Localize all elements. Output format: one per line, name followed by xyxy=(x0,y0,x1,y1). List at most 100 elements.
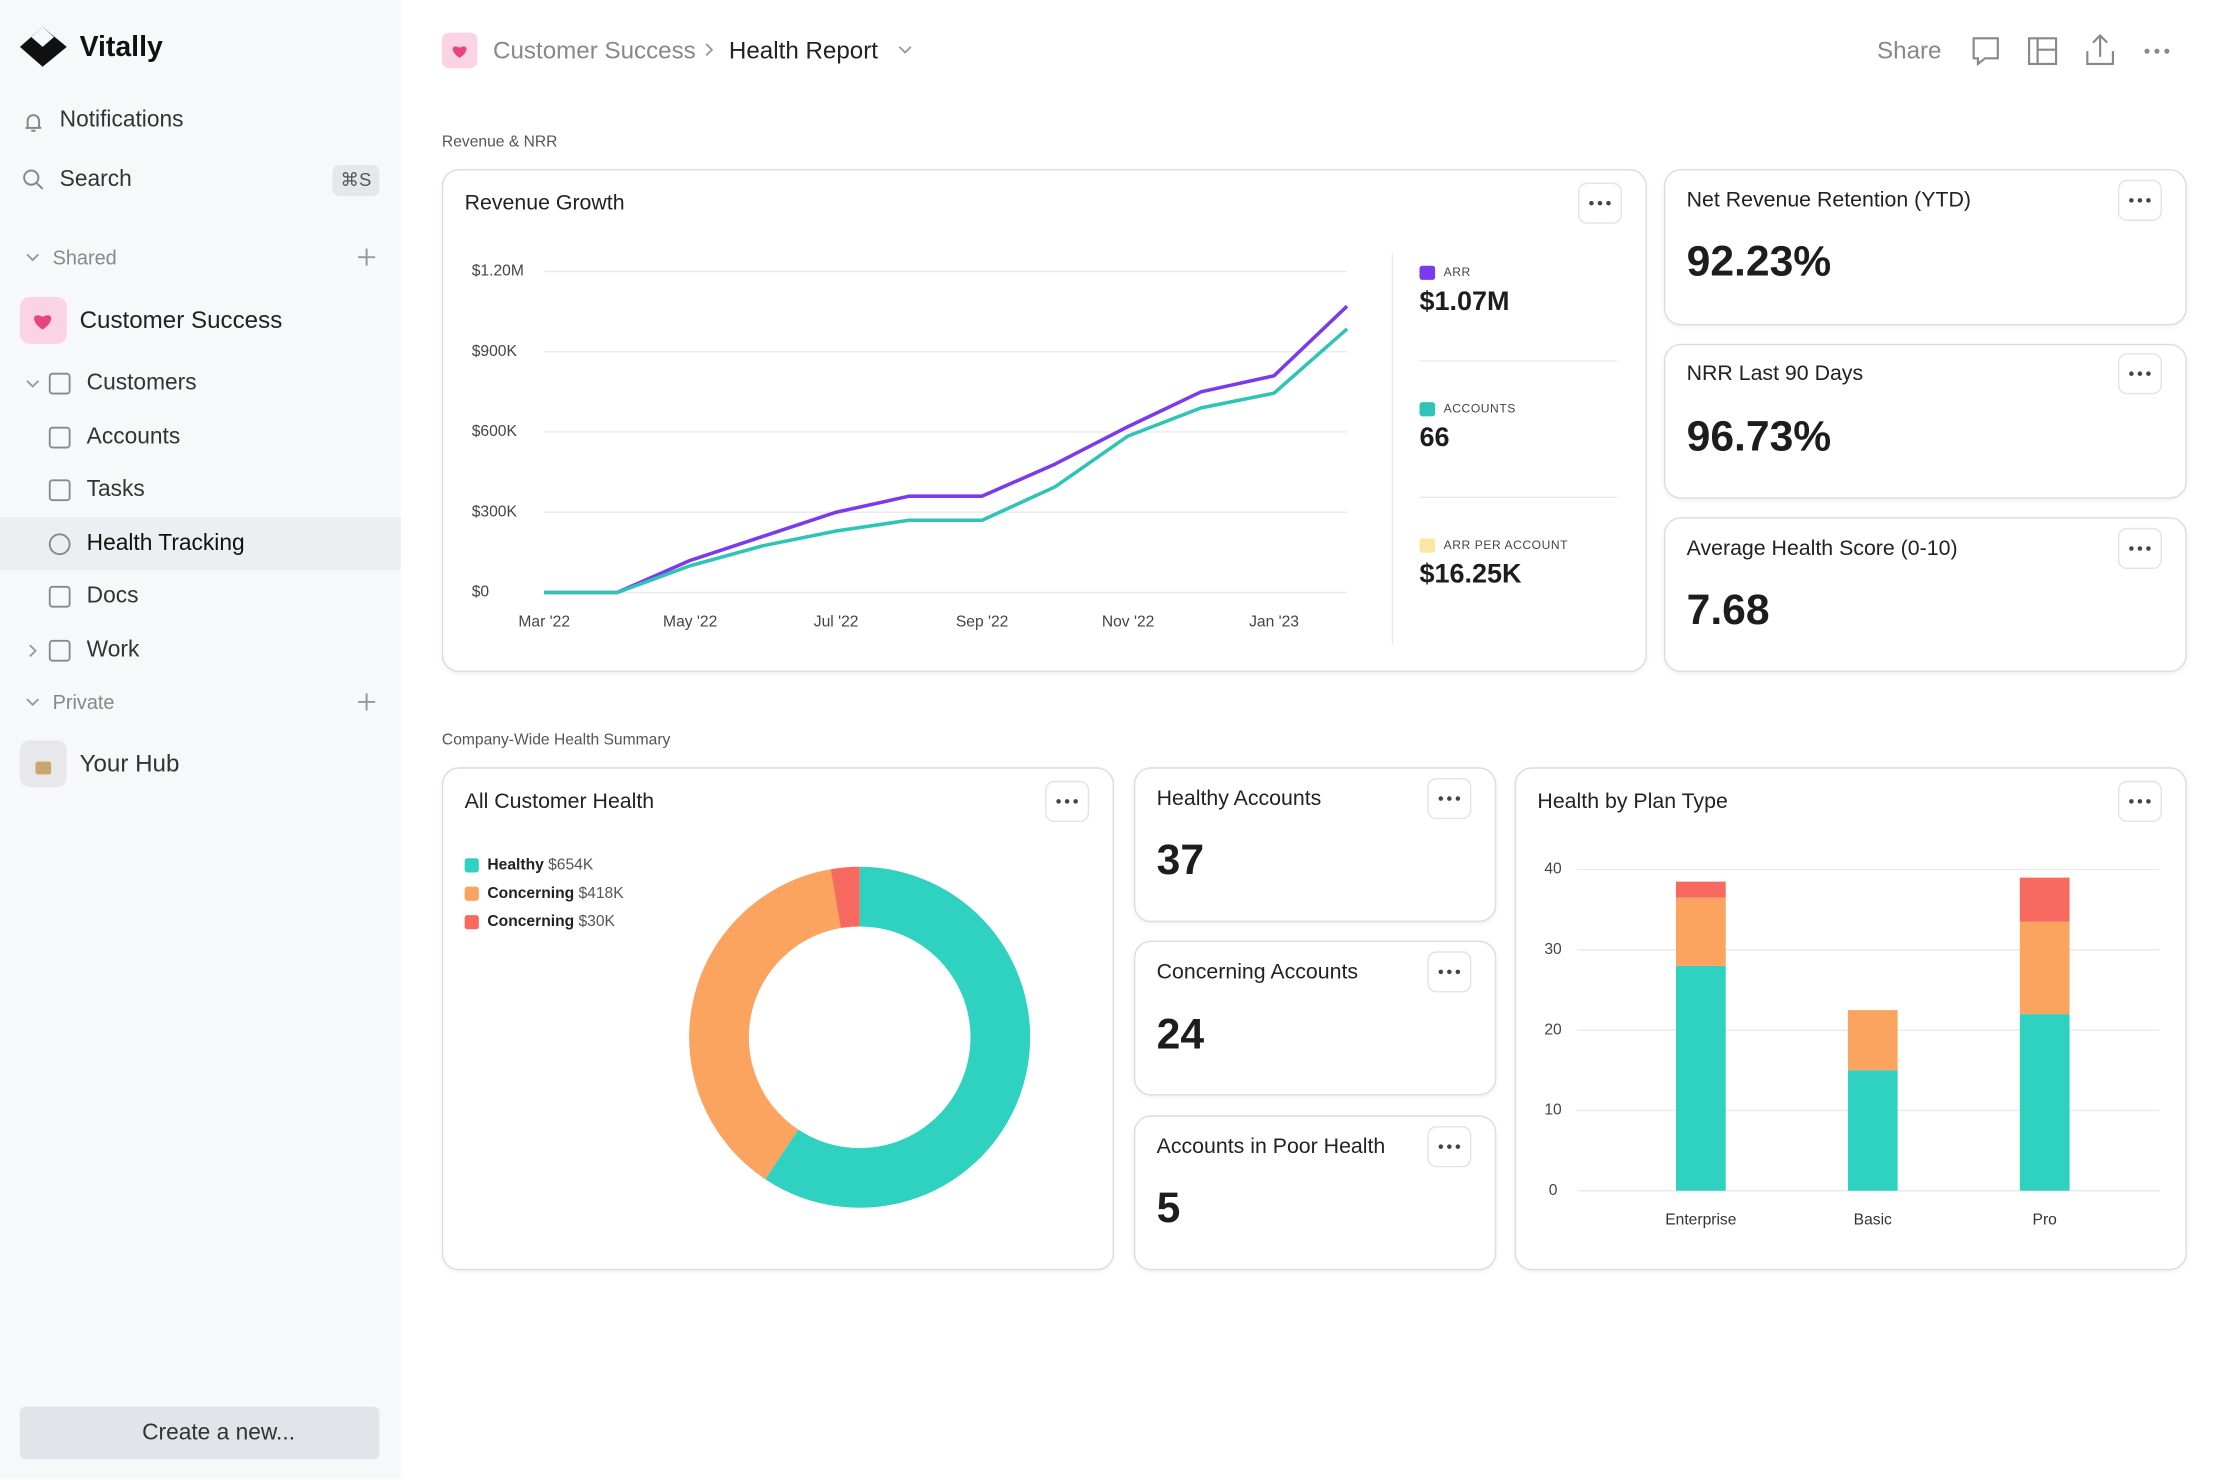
kpi-card xyxy=(1663,517,2187,673)
section-title: Revenue & NRR xyxy=(441,133,558,151)
nav-item[interactable]: Health Tracking xyxy=(86,531,245,556)
menu-dot xyxy=(1438,969,1444,975)
bell-icon xyxy=(25,114,42,132)
legend-value: $654K xyxy=(548,856,594,873)
legend-swatch xyxy=(1419,402,1436,417)
menu-dot xyxy=(1447,969,1452,975)
menu-dot xyxy=(2129,371,2134,376)
x-tick-label: Jan '23 xyxy=(1249,613,1299,630)
kpi-card xyxy=(1663,343,2187,499)
nav-item[interactable]: Your Hub xyxy=(79,750,180,778)
nav-item[interactable]: Docs xyxy=(86,583,139,609)
menu-dot xyxy=(2129,198,2134,203)
nav-item[interactable]: Tasks xyxy=(86,477,145,502)
menu-dot xyxy=(1455,1144,1461,1149)
nav-item[interactable]: Work xyxy=(86,637,140,663)
donut-segment xyxy=(830,866,860,929)
nav-item[interactable]: Customer Success xyxy=(79,306,283,334)
menu-dot xyxy=(2146,546,2151,551)
chevron xyxy=(29,644,37,658)
menu-dot xyxy=(2137,546,2143,551)
kpi-value: 92.23% xyxy=(1686,238,1832,286)
kpi-title: NRR Last 90 Days xyxy=(1686,361,1864,386)
menu-dot xyxy=(1056,799,1061,804)
kpi-value: 37 xyxy=(1156,836,1205,884)
legend-entry: Concerning $418K xyxy=(487,885,624,902)
y-tick-label: $1.20M xyxy=(472,263,524,280)
menu-dot xyxy=(1606,200,1611,206)
legend-label: ACCOUNTS xyxy=(1444,401,1516,415)
legend-swatch xyxy=(464,915,479,930)
legend-name: Concerning xyxy=(487,885,574,902)
legend-value: $16.25K xyxy=(1419,559,1522,589)
lock-icon xyxy=(35,761,52,775)
chart-title: Revenue Growth xyxy=(464,191,625,216)
nav-item[interactable]: Notifications xyxy=(59,107,184,133)
export-icon[interactable] xyxy=(2086,34,2114,66)
bar-segment xyxy=(2019,921,2070,1015)
legend-entry: Healthy $654K xyxy=(487,856,593,873)
y-tick-label: 40 xyxy=(1544,861,1562,878)
brand-logo-cut xyxy=(31,26,54,47)
plus-icon xyxy=(358,693,376,711)
menu-dot xyxy=(2137,371,2143,376)
section-label: Shared xyxy=(52,245,117,269)
create-button[interactable] xyxy=(19,1406,380,1460)
chevron xyxy=(705,43,714,57)
menu-dot xyxy=(2137,799,2143,804)
y-tick-label: $0 xyxy=(472,584,490,601)
item-icon xyxy=(48,372,71,395)
x-tick-label: Nov '22 xyxy=(1102,613,1155,630)
layout-icon[interactable] xyxy=(2028,37,2058,66)
shortcut: ⌘S xyxy=(332,164,380,197)
heart-icon xyxy=(452,46,467,58)
x-tick-label: Jul '22 xyxy=(814,613,859,630)
x-tick-label: Enterprise xyxy=(1665,1212,1736,1229)
menu-dot xyxy=(1455,969,1461,975)
legend-value: $30K xyxy=(578,913,615,930)
kpi-title: Concerning Accounts xyxy=(1156,959,1359,984)
active-bg xyxy=(0,517,401,570)
legend-value: $1.07M xyxy=(1419,286,1509,316)
share-button[interactable]: Share xyxy=(1877,36,1942,64)
sidebar xyxy=(0,0,401,1480)
brand-name: Vitally xyxy=(79,31,163,64)
item-icon xyxy=(48,479,71,502)
menu-dot xyxy=(1589,200,1594,206)
kpi-value: 7.68 xyxy=(1686,586,1770,634)
legend-label: ARR PER ACCOUNT xyxy=(1444,538,1569,552)
menu-dot xyxy=(1438,796,1444,801)
menu-dot xyxy=(1073,799,1078,804)
nav-item[interactable]: Search xyxy=(59,167,132,192)
breadcrumb[interactable]: Customer Success xyxy=(493,36,696,64)
x-tick-label: Pro xyxy=(2033,1212,2058,1229)
kpi-value: 5 xyxy=(1156,1185,1181,1232)
chart-title: All Customer Health xyxy=(464,789,655,814)
bar-segment xyxy=(1847,1010,1898,1071)
legend-swatch xyxy=(1419,538,1436,553)
kpi-card xyxy=(1663,169,2187,326)
comment-icon[interactable] xyxy=(1972,37,1999,67)
nav-item[interactable]: Accounts xyxy=(86,424,181,450)
legend-entry: Concerning $30K xyxy=(487,913,615,930)
y-tick-label: 20 xyxy=(1544,1021,1562,1038)
kpi-value: 24 xyxy=(1156,1011,1205,1059)
chevron xyxy=(26,380,40,388)
menu-dot xyxy=(2129,799,2134,804)
section-title: Company-Wide Health Summary xyxy=(441,731,671,749)
legend-label: ARR xyxy=(1444,265,1471,279)
x-tick-label: May '22 xyxy=(663,613,717,630)
nav-item[interactable]: Customers xyxy=(86,370,197,396)
legend-name: Healthy xyxy=(487,856,544,873)
create-label[interactable]: Create a new... xyxy=(142,1420,296,1446)
menu-dot xyxy=(1447,1144,1452,1149)
chart-title: Health by Plan Type xyxy=(1537,789,1728,814)
section-label: Private xyxy=(52,690,115,714)
y-tick-label: 10 xyxy=(1544,1102,1562,1119)
y-tick-label: 30 xyxy=(1544,941,1562,958)
kpi-title: Accounts in Poor Health xyxy=(1156,1134,1386,1159)
legend-swatch xyxy=(1419,265,1436,280)
more-dot xyxy=(2164,48,2170,54)
